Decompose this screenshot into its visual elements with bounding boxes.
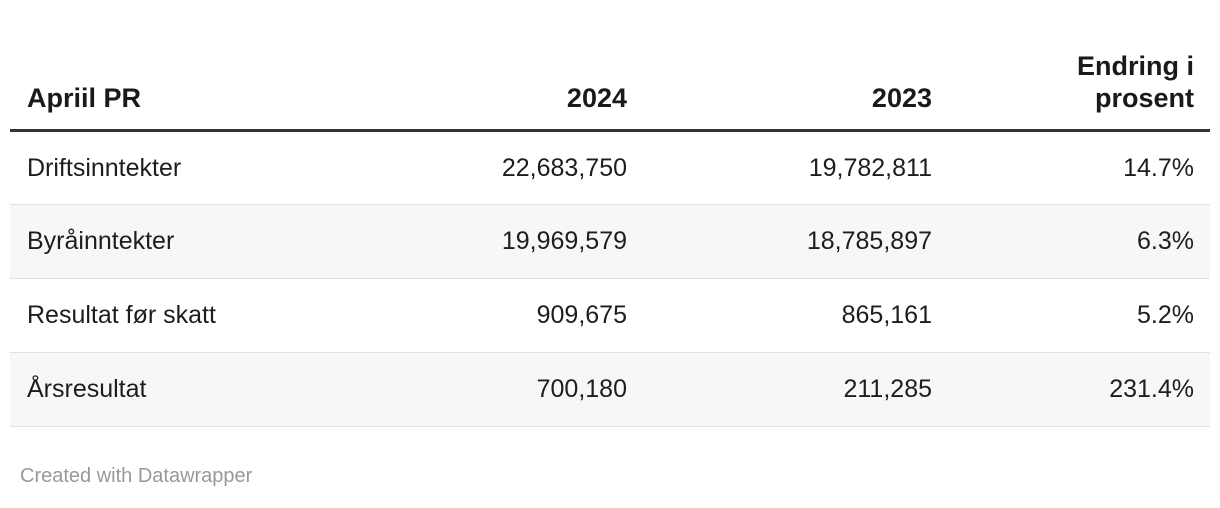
financial-table: Apriil PR 2024 2023 Endring i prosent Dr… xyxy=(10,0,1210,427)
value-2024: 19,969,579 xyxy=(350,204,643,279)
value-2024: 22,683,750 xyxy=(350,130,643,205)
value-change: 14.7% xyxy=(948,130,1210,205)
column-header-2023-label: 2023 xyxy=(871,83,932,114)
table-header: Apriil PR 2024 2023 Endring i prosent xyxy=(10,0,1210,132)
table-row-arsresultat: Årsresultat 700,180 211,285 231.4% xyxy=(10,352,1210,427)
value-2024: 700,180 xyxy=(350,352,643,427)
datawrapper-table-chart: Apriil PR 2024 2023 Endring i prosent Dr… xyxy=(10,0,1210,488)
column-header-2023: 2023 xyxy=(643,0,948,132)
column-header-change: Endring i prosent xyxy=(948,0,1210,132)
column-header-2024: 2024 xyxy=(350,0,643,132)
row-label: Årsresultat xyxy=(10,352,350,427)
value-2023: 18,785,897 xyxy=(643,204,948,279)
column-header-title: Apriil PR xyxy=(10,0,350,132)
datawrapper-attribution-link[interactable]: Created with Datawrapper xyxy=(20,464,253,487)
value-2023: 865,161 xyxy=(643,278,948,353)
value-change: 6.3% xyxy=(948,204,1210,279)
chart-footer: Created with Datawrapper xyxy=(20,464,1210,488)
value-change: 5.2% xyxy=(948,278,1210,353)
value-2024: 909,675 xyxy=(350,278,643,353)
value-change: 231.4% xyxy=(948,352,1210,427)
column-header-change-label: Endring i prosent xyxy=(1077,51,1194,114)
table-row-driftsinntekter: Driftsinntekter 22,683,750 19,782,811 14… xyxy=(10,130,1210,205)
value-2023: 19,782,811 xyxy=(643,130,948,205)
table-row-byrainntekter: Byråinntekter 19,969,579 18,785,897 6.3% xyxy=(10,204,1210,279)
column-header-2024-label: 2024 xyxy=(566,83,627,114)
row-label: Resultat før skatt xyxy=(10,278,350,353)
table-title: Apriil PR xyxy=(27,83,142,114)
header-row: Apriil PR 2024 2023 Endring i prosent xyxy=(10,0,1210,132)
row-label: Driftsinntekter xyxy=(10,130,350,205)
row-label: Byråinntekter xyxy=(10,204,350,279)
table-body: Driftsinntekter 22,683,750 19,782,811 14… xyxy=(10,130,1210,427)
table-row-resultat-for-skatt: Resultat før skatt 909,675 865,161 5.2% xyxy=(10,278,1210,353)
value-2023: 211,285 xyxy=(643,352,948,427)
